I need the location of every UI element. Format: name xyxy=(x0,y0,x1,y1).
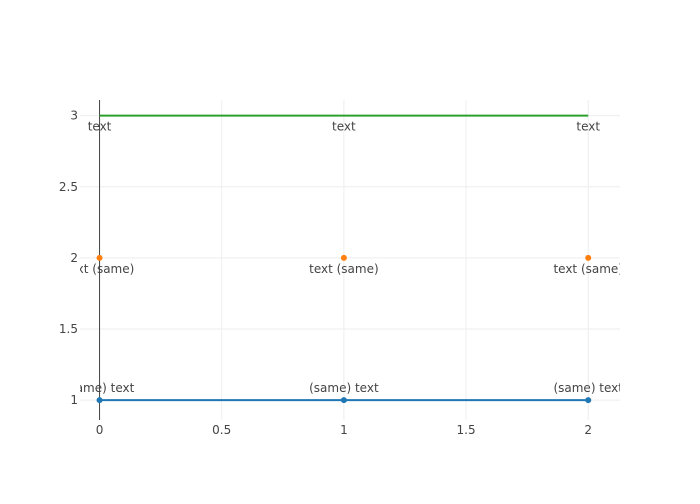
data-point xyxy=(585,397,592,404)
data-label: text (same) xyxy=(309,262,379,276)
y-tick-label: 2.5 xyxy=(59,180,78,194)
data-label: text xyxy=(576,120,600,134)
x-tick-label: 1.5 xyxy=(457,423,476,437)
data-label: (same) text xyxy=(309,381,379,395)
data-point xyxy=(96,254,103,261)
data-label: text xyxy=(88,120,112,134)
x-tick-label: 2 xyxy=(584,423,592,437)
data-label: text xyxy=(332,120,356,134)
data-point xyxy=(585,254,592,261)
data-point xyxy=(340,254,347,261)
data-label: text (same) xyxy=(65,262,135,276)
x-tick-label: 0 xyxy=(96,423,104,437)
data-label: (same) text xyxy=(553,381,623,395)
grid-lines xyxy=(80,100,620,420)
y-tick-label: 2 xyxy=(70,251,78,265)
y-tick-label: 3 xyxy=(70,109,78,123)
data-label: (same) text xyxy=(65,381,135,395)
data-label: text (same) xyxy=(553,262,623,276)
series-group: (same) text (same) text (same) text text (s… xyxy=(65,114,623,404)
tick-labels: 0 0.5 1 1.5 2 1 1.5 2 2.5 3 xyxy=(59,109,592,437)
y-tick-label: 1 xyxy=(70,393,78,407)
x-tick-label: 0.5 xyxy=(212,423,231,437)
y-tick-label: 1.5 xyxy=(59,322,78,336)
x-tick-label: 1 xyxy=(340,423,348,437)
data-point xyxy=(340,397,347,404)
data-point xyxy=(96,397,103,404)
